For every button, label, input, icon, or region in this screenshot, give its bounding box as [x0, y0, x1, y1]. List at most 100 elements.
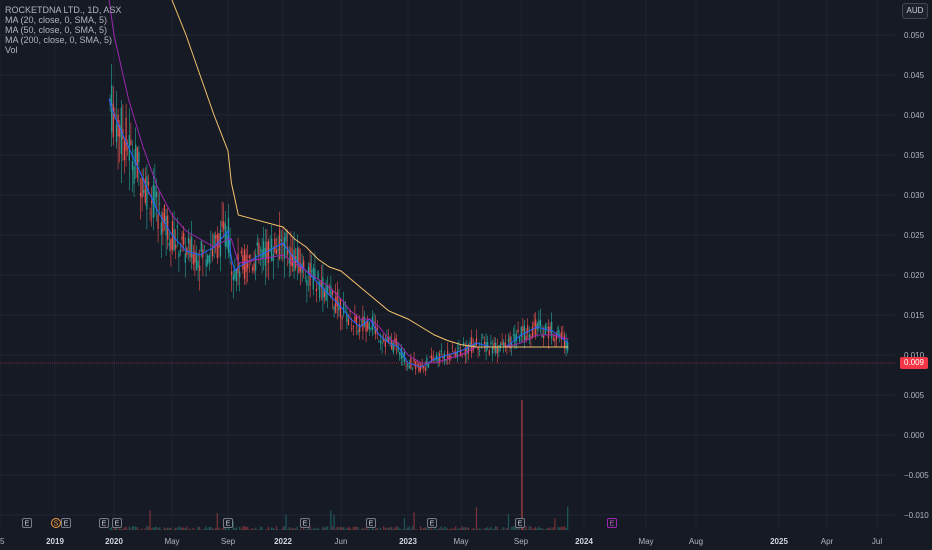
candle-body — [381, 342, 383, 344]
event-marker-earnings[interactable]: E — [515, 518, 525, 528]
volume-bar — [367, 528, 369, 530]
candle-body — [402, 353, 404, 358]
volume-bar — [147, 526, 150, 530]
volume-bar — [451, 528, 454, 530]
event-label: E — [64, 521, 69, 528]
volume-bar — [131, 526, 134, 530]
volume-bar — [447, 528, 449, 530]
candle-body — [527, 325, 529, 334]
candle-body — [336, 291, 338, 307]
x-tick-label: 2024 — [575, 537, 593, 546]
volume-bar — [199, 526, 201, 530]
candle-body — [259, 250, 262, 251]
volume-bar — [354, 526, 356, 530]
x-tick-label: Sep — [221, 537, 236, 546]
y-tick-label: −0.005 — [904, 471, 929, 480]
candle-body — [418, 362, 420, 372]
volume-bar — [491, 528, 494, 530]
candle-body — [530, 336, 532, 338]
event-marker-earnings[interactable]: E — [112, 518, 122, 528]
candle-body — [267, 240, 270, 263]
candle-body — [359, 324, 361, 332]
volume-bar — [299, 528, 302, 530]
candle-body — [367, 318, 369, 330]
volume-bar — [346, 528, 348, 530]
volume-bar — [325, 526, 327, 530]
event-marker-earnings[interactable]: E — [61, 518, 71, 528]
candle-body — [546, 327, 548, 329]
candle-body — [375, 326, 377, 335]
volume-bar — [455, 526, 457, 530]
candle-body — [544, 325, 546, 335]
candle-body — [146, 176, 148, 210]
indicator-ma20[interactable]: MA (20, close, 0, SMA, 5) — [5, 15, 108, 25]
volume-bar — [378, 529, 380, 530]
volume-bar — [384, 527, 386, 530]
event-marker-earnings[interactable]: E — [22, 518, 32, 528]
volume-bar — [549, 527, 551, 530]
volume-bar — [551, 528, 553, 530]
candle-body — [522, 326, 524, 332]
volume-bar — [120, 529, 122, 530]
volume-bar — [560, 526, 562, 530]
x-tick-label: May — [164, 537, 179, 546]
volume-bar — [274, 529, 276, 530]
event-marker-earnings[interactable]: E — [366, 518, 376, 528]
event-marker-upcoming[interactable]: E — [607, 518, 617, 528]
candle-body — [442, 356, 444, 359]
volume-bar — [141, 528, 143, 530]
volume-bar — [135, 526, 137, 530]
candle-body — [319, 282, 321, 298]
candle-body — [461, 355, 463, 357]
volume-bar — [536, 528, 538, 530]
indicator-volume[interactable]: Vol — [5, 45, 18, 55]
volume-bar — [239, 526, 241, 530]
event-marker-split[interactable]: S — [51, 518, 61, 528]
volume-bar — [232, 521, 234, 530]
volume-bar — [450, 528, 452, 530]
volume-bar — [349, 527, 351, 530]
candle-body — [266, 242, 268, 259]
symbol-title[interactable]: ROCKETDNA LTD., 1D, ASX — [5, 5, 122, 15]
volume-bar — [424, 527, 426, 530]
event-marker-earnings[interactable]: E — [99, 518, 109, 528]
price-axis[interactable]: 0.050 0.045 0.040 0.035 0.030 0.025 0.020 0.015… — [904, 31, 929, 520]
y-tick-label: 0.030 — [904, 191, 925, 200]
candle-body — [295, 256, 297, 268]
candle-body — [477, 347, 479, 351]
candle-body — [450, 355, 452, 358]
volume-bar — [387, 527, 390, 530]
candle-body — [383, 339, 385, 341]
volume-bar — [157, 528, 159, 530]
volume-bar — [288, 527, 290, 530]
volume-bar — [283, 526, 286, 530]
candle-body — [200, 240, 202, 252]
volume-bar — [149, 509, 151, 530]
candle-body — [298, 248, 300, 274]
candle-body — [549, 326, 551, 333]
indicator-ma200[interactable]: MA (200, close, 0, SMA, 5) — [5, 35, 113, 45]
volume-bar — [277, 529, 279, 530]
candle-body — [407, 363, 409, 366]
candle-body — [325, 285, 327, 301]
candle-body — [288, 258, 290, 264]
volume-bar — [267, 526, 270, 530]
volume-bar — [261, 527, 263, 530]
candle-body — [141, 177, 143, 198]
event-marker-earnings[interactable]: E — [300, 518, 310, 528]
candle-body — [287, 246, 289, 255]
event-marker-earnings[interactable]: E — [223, 518, 233, 528]
volume-bar — [517, 528, 519, 530]
volume-bar — [243, 526, 246, 530]
currency-button[interactable]: AUD — [902, 3, 928, 19]
volume-bar — [471, 529, 473, 530]
volume-bar — [343, 527, 345, 530]
indicator-ma50[interactable]: MA (50, close, 0, SMA, 5) — [5, 25, 108, 35]
volume-bar — [122, 529, 124, 530]
volume-bar — [255, 527, 257, 530]
time-axis[interactable]: 25 2019 2020 May Sep 2022 Jun 2023 May Sep 2024 May… — [0, 537, 882, 546]
event-marker-earnings[interactable]: E — [427, 518, 437, 528]
volume-bar — [256, 529, 258, 530]
volume-bar — [435, 529, 438, 530]
